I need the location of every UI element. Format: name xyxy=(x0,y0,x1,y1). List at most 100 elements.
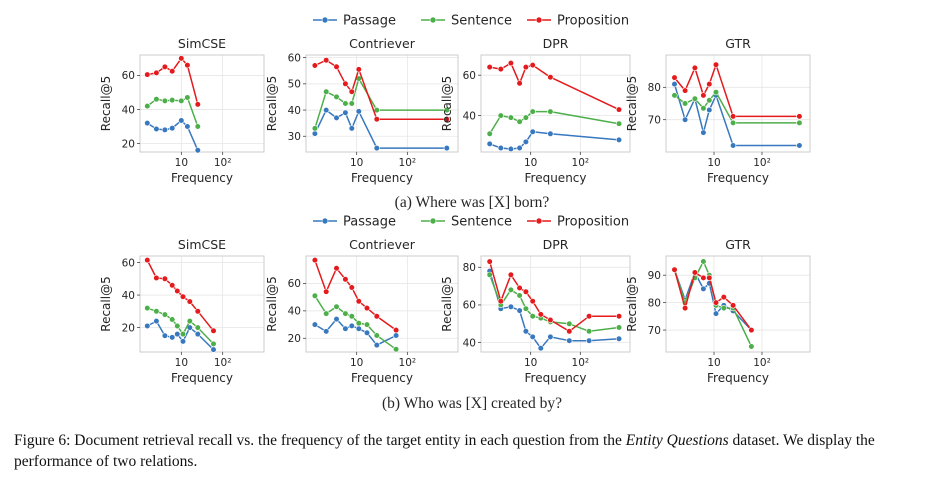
data-point-proposition xyxy=(184,62,191,69)
y-axis-label: Recall@5 xyxy=(625,276,639,331)
y-tick-label: 60 xyxy=(288,52,301,64)
data-point-proposition xyxy=(486,258,493,265)
data-point-proposition xyxy=(323,288,330,295)
data-point-passage xyxy=(174,331,181,338)
y-tick-label: 70 xyxy=(648,325,661,337)
x-tick-label: 10² xyxy=(753,357,771,369)
data-point-passage xyxy=(348,322,355,330)
data-point-proposition xyxy=(700,92,707,99)
data-point-proposition xyxy=(547,316,554,324)
data-point-proposition xyxy=(174,287,181,295)
data-point-proposition xyxy=(144,71,151,78)
data-point-proposition xyxy=(393,327,400,334)
plot-frame xyxy=(139,54,265,153)
data-point-passage xyxy=(671,80,678,88)
data-point-passage xyxy=(585,337,593,344)
caption-emphasis: Entity Questions xyxy=(625,432,729,449)
data-point-sentence xyxy=(497,112,504,119)
x-tick-label: 10² xyxy=(214,357,232,369)
y-tick-label: 60 xyxy=(463,70,476,82)
data-point-passage xyxy=(363,329,371,336)
data-point-proposition xyxy=(691,269,699,276)
x-tick-label: 10 xyxy=(707,357,720,369)
legend-marker-sentence xyxy=(429,16,437,24)
data-point-passage xyxy=(529,128,536,135)
panel-title: SimCSE xyxy=(178,36,226,51)
data-point-passage xyxy=(547,333,554,341)
y-axis-label: Recall@5 xyxy=(99,276,113,331)
data-point-proposition xyxy=(348,88,355,95)
x-tick-label: 10 xyxy=(175,157,188,169)
data-point-proposition xyxy=(516,80,523,87)
x-tick-label: 10 xyxy=(707,157,720,169)
data-point-proposition xyxy=(729,113,737,120)
data-point-passage xyxy=(194,147,201,154)
series-line-proposition xyxy=(489,62,620,111)
data-point-passage xyxy=(355,325,362,332)
data-point-passage xyxy=(333,316,340,323)
x-tick-label: 10² xyxy=(214,157,232,169)
data-point-passage xyxy=(507,303,515,310)
data-point-passage xyxy=(393,332,400,339)
x-tick-label: 10 xyxy=(350,357,363,369)
data-point-sentence xyxy=(169,96,176,104)
data-point-proposition xyxy=(529,298,536,305)
data-point-proposition xyxy=(522,288,530,295)
y-axis-label: Recall@5 xyxy=(99,76,113,131)
data-point-sentence xyxy=(681,100,689,107)
data-point-proposition xyxy=(497,298,504,305)
y-tick-label: 90 xyxy=(648,270,661,282)
chart-panel-8: GTR 70 80 90 10 10² Frequency Recall@5 xyxy=(625,237,811,385)
data-point-sentence xyxy=(585,328,593,335)
y-tick-label: 40 xyxy=(122,104,135,116)
y-axis-label: Recall@5 xyxy=(265,76,279,131)
data-point-proposition xyxy=(179,293,187,300)
data-point-proposition xyxy=(681,305,689,312)
data-point-proposition xyxy=(529,61,536,69)
legend-marker-passage xyxy=(321,217,329,225)
data-point-passage xyxy=(169,334,176,341)
data-point-proposition xyxy=(700,274,707,282)
x-axis-label: Frequency xyxy=(525,171,587,185)
data-point-sentence xyxy=(210,340,217,348)
panel-title: GTR xyxy=(725,237,751,252)
data-point-sentence xyxy=(333,303,340,310)
data-point-passage xyxy=(486,140,493,147)
x-tick-label: 10² xyxy=(399,357,417,369)
plot-frame xyxy=(480,255,631,353)
y-axis-label: Recall@5 xyxy=(440,76,454,131)
data-point-proposition xyxy=(178,55,185,62)
data-point-sentence xyxy=(486,271,493,278)
data-point-proposition xyxy=(443,116,450,123)
data-point-proposition xyxy=(681,87,689,94)
x-tick-label: 10² xyxy=(399,157,417,169)
y-tick-label: 80 xyxy=(648,297,661,309)
data-point-proposition xyxy=(373,116,380,123)
legend-label-passage: Passage xyxy=(343,215,396,230)
legend-marker-proposition xyxy=(535,16,543,24)
data-point-sentence xyxy=(161,311,168,318)
data-point-sentence xyxy=(720,305,727,312)
data-point-proposition xyxy=(691,64,699,71)
data-point-passage xyxy=(184,123,191,130)
data-point-proposition xyxy=(348,284,355,291)
data-point-proposition xyxy=(507,59,515,67)
data-point-passage xyxy=(706,106,713,114)
data-point-sentence xyxy=(729,119,737,126)
data-point-passage xyxy=(497,144,504,152)
sublabel-a: (a) Where was [X] born? xyxy=(395,194,550,211)
data-point-passage xyxy=(373,342,380,349)
x-axis-label: Frequency xyxy=(351,171,413,185)
plot-frame xyxy=(665,255,811,353)
legend-label-sentence: Sentence xyxy=(451,14,512,29)
data-point-sentence xyxy=(323,88,330,95)
data-point-passage xyxy=(529,333,536,341)
data-point-sentence xyxy=(184,94,191,101)
y-tick-label: 40 xyxy=(463,337,476,349)
data-point-passage xyxy=(333,114,340,121)
data-point-sentence xyxy=(144,305,151,312)
data-point-passage xyxy=(522,138,530,145)
data-point-sentence xyxy=(373,332,380,339)
legend-marker-passage xyxy=(321,16,329,24)
series-line-passage xyxy=(488,270,620,349)
